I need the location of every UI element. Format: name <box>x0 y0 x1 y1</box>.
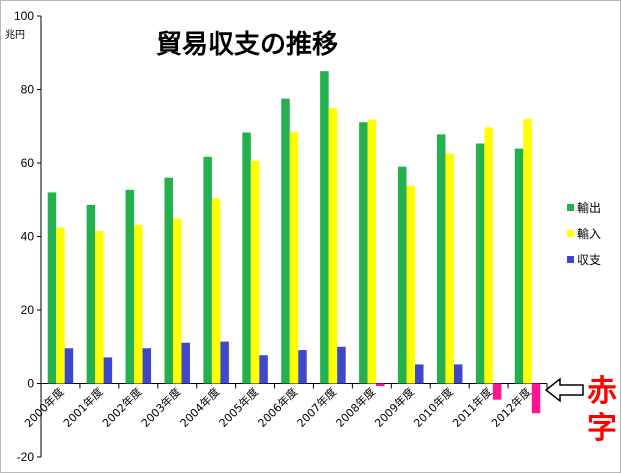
bar-export <box>125 189 135 384</box>
bar-export <box>514 148 524 384</box>
legend-swatch <box>567 256 574 263</box>
legend-swatch <box>567 230 574 237</box>
bar-export <box>359 122 368 384</box>
x-tick-label: 2000年度 <box>21 385 66 430</box>
bar-import <box>445 153 454 384</box>
y-tick-label: 60 <box>21 156 35 170</box>
y-tick-label: 40 <box>21 230 35 244</box>
bar-balance <box>142 348 152 384</box>
y-tick-label: -20 <box>17 450 35 464</box>
bar-balance <box>531 383 541 414</box>
bar-balance <box>415 364 424 384</box>
deficit-label-char-2: 字 <box>587 411 617 446</box>
chart-title: 貿易収支の推移 <box>156 30 338 60</box>
bar-import <box>134 225 143 384</box>
bar-balance <box>453 364 463 384</box>
bar-import <box>172 218 182 384</box>
bar-balance <box>103 357 113 384</box>
x-tick-label: 2006年度 <box>255 385 300 430</box>
bar-balance <box>376 383 385 387</box>
bar-import <box>211 198 221 384</box>
x-tick-label: 2005年度 <box>216 385 261 430</box>
x-tick-label: 2007年度 <box>294 385 339 430</box>
deficit-annotation: 赤 字 <box>544 374 617 446</box>
bar-balance <box>220 341 229 384</box>
x-tick-label: 2001年度 <box>60 385 105 430</box>
bar-export <box>398 166 407 384</box>
x-tick-label: 2011年度 <box>449 385 494 430</box>
y-axis-unit: 兆円 <box>5 29 25 41</box>
x-tick-label: 2002年度 <box>99 385 144 430</box>
legend-swatch <box>567 204 574 211</box>
bar-balance <box>181 342 190 384</box>
deficit-label-char-1: 赤 <box>587 374 617 409</box>
bar-import <box>523 118 532 384</box>
bar-balance <box>259 355 268 384</box>
bar-import <box>250 160 260 384</box>
bar-export <box>203 156 212 384</box>
bar-balance <box>492 383 502 400</box>
bar-import <box>56 227 65 384</box>
bar-import <box>289 132 299 384</box>
y-tick-label: 80 <box>21 83 35 97</box>
bar-import <box>406 185 416 384</box>
bar-balance <box>337 346 346 384</box>
bar-import <box>367 119 377 384</box>
bar-balance <box>298 350 307 384</box>
bar-series <box>47 71 541 414</box>
bar-export <box>281 98 290 384</box>
x-tick-label: 2004年度 <box>177 385 222 430</box>
legend-label: 輸入 <box>577 226 601 241</box>
legend-label: 収支 <box>577 253 601 267</box>
bar-import <box>95 230 104 384</box>
x-tick-label: 2009年度 <box>372 385 417 430</box>
y-tick-label: 100 <box>14 9 34 23</box>
legend-label: 輸出 <box>577 200 601 215</box>
x-tick-label: 2003年度 <box>138 385 183 430</box>
bar-export <box>164 177 173 384</box>
bar-import <box>328 107 338 384</box>
y-tick-label: 20 <box>21 303 35 317</box>
bar-import <box>484 127 493 384</box>
x-tick-label: 2008年度 <box>333 385 378 430</box>
x-axis-labels: 2000年度2001年度2002年度2003年度2004年度2005年度2006… <box>21 385 533 430</box>
bar-export <box>320 71 329 384</box>
bar-export <box>242 132 251 384</box>
arrow-left-icon <box>544 377 584 403</box>
bar-export <box>436 134 446 384</box>
bar-export <box>475 143 485 384</box>
x-tick-label: 2010年度 <box>411 385 456 430</box>
bar-export <box>86 204 96 384</box>
y-tick-label: 0 <box>27 377 34 391</box>
bar-export <box>47 192 57 384</box>
bar-balance <box>64 348 74 384</box>
